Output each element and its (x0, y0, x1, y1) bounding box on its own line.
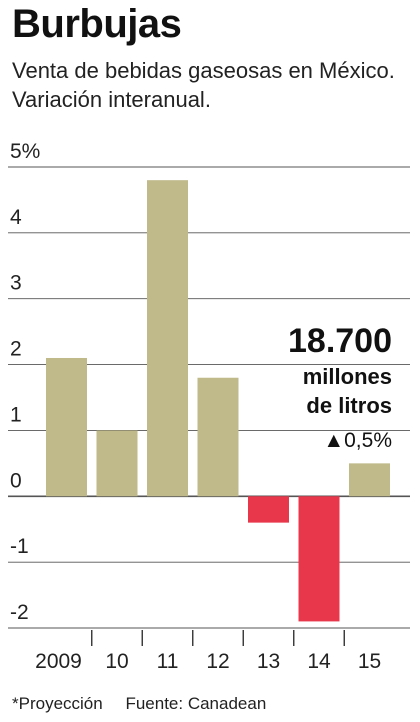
volume-change: ▲0,5% (323, 429, 392, 452)
source-note: Fuente: Canadean (125, 694, 267, 713)
bar-11 (147, 180, 188, 497)
y-tick-label: -1 (10, 535, 29, 558)
bar-2009 (46, 357, 87, 497)
x-tick-label: 2009 (35, 650, 82, 673)
x-tick-label: 13 (257, 650, 280, 673)
y-tick-label: 1 (10, 403, 22, 426)
y-tick-label: -2 (10, 601, 29, 624)
y-tick-label: 2 (10, 338, 22, 361)
bar-12 (197, 377, 239, 497)
y-tick-labels: 5% 4 3 2 1 0 -1 -2 (10, 140, 40, 624)
bar-10 (96, 430, 138, 497)
x-tick-label: 12 (206, 650, 229, 673)
x-tick-label: 14 (307, 650, 331, 673)
bars (46, 180, 390, 622)
x-axis: 2009 10 11 12 13 14 15 (35, 630, 381, 673)
projection-note: *Proyección (12, 694, 103, 713)
y-tick-label: 5% (10, 140, 40, 163)
volume-unit-line1: millones (303, 364, 392, 389)
x-tick-label: 15 (358, 650, 381, 673)
bar-15 (349, 463, 390, 497)
y-tick-label: 0 (10, 469, 22, 492)
y-tick-label: 4 (10, 206, 22, 229)
x-tick-label: 11 (157, 650, 179, 673)
chart-title: Burbujas (12, 2, 182, 46)
bar-13 (248, 496, 289, 523)
total-volume-annotation: 18.700 millones de litros ▲0,5% (288, 322, 392, 452)
y-tick-label: 3 (10, 272, 22, 295)
x-tick-label: 10 (105, 650, 128, 673)
total-volume-value: 18.700 (288, 322, 392, 360)
chart-subtitle: Venta de bebidas gaseosas en México. Var… (12, 58, 395, 112)
bar-14 (298, 496, 340, 622)
volume-unit-line2: de litros (306, 393, 392, 418)
footnote: *Proyección Fuente: Canadean (12, 694, 284, 714)
